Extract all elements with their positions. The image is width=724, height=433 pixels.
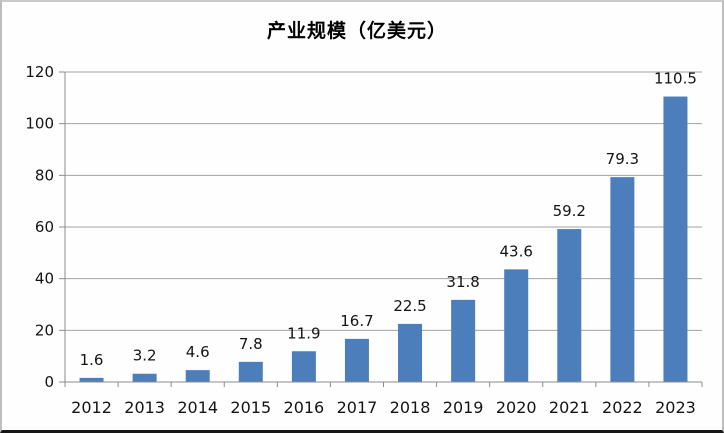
x-axis-label: 2015 [230,398,271,417]
bar-value-label: 22.5 [393,297,426,315]
x-axis-label: 2021 [549,398,590,417]
x-axis-label: 2012 [71,398,112,417]
bar [398,323,423,382]
x-axis-label: 2018 [390,398,431,417]
bar [557,229,582,382]
bar-value-label: 4.6 [186,343,210,361]
x-axis-label: 2013 [124,398,165,417]
bar-value-label: 79.3 [606,150,639,168]
bar [132,373,157,382]
y-axis-label: 20 [35,321,54,339]
x-axis-label: 2020 [496,398,537,417]
y-axis-label: 100 [25,115,54,133]
bar [185,370,210,382]
bar-value-label: 1.6 [80,351,104,369]
x-axis-label: 2014 [177,398,218,417]
bar [610,177,635,382]
x-axis-label: 2017 [337,398,378,417]
bar [238,361,263,382]
bar-value-label: 31.8 [446,273,479,291]
bar-value-label: 110.5 [654,70,697,88]
bar [344,338,369,382]
bar [504,269,529,382]
x-axis-label: 2019 [443,398,484,417]
bar [663,96,688,383]
y-axis-label: 0 [44,373,54,391]
bar-value-label: 7.8 [239,335,263,353]
y-axis-label: 120 [25,63,54,81]
bar-value-label: 43.6 [500,242,533,260]
bar-value-label: 11.9 [287,324,320,342]
y-axis-label: 80 [35,166,54,184]
bar [291,351,316,382]
bar-value-label: 59.2 [553,202,586,220]
bar-value-label: 3.2 [133,347,157,365]
x-axis-label: 2023 [655,398,696,417]
chart-title: 产业规模（亿美元） [266,20,447,42]
bar [451,299,476,382]
x-axis-label: 2022 [602,398,643,417]
bar-value-label: 16.7 [340,312,373,330]
bar [79,377,104,382]
x-axis-label: 2016 [284,398,325,417]
y-axis-label: 40 [35,270,54,288]
y-axis-label: 60 [35,218,54,236]
